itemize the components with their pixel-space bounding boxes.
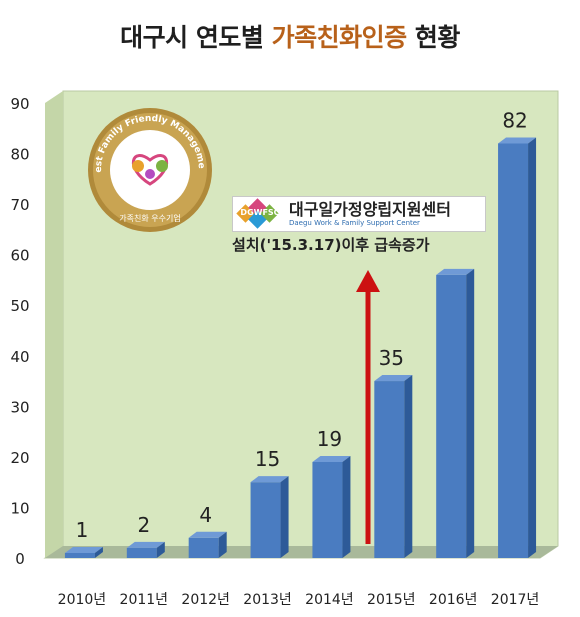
x-tick-label: 2017년 [491,592,540,608]
center-logo-box: DGWFSC 대구일가정양립지원센터 Daegu Work & Family S… [232,196,486,232]
bar-top [250,476,289,483]
y-tick-label: 50 [10,297,29,315]
annotation-text: 설치('15.3.17)이후 급속증가 [232,236,430,254]
bar [64,552,95,558]
bar-side [94,546,103,558]
bar-side [342,455,351,558]
y-tick-label: 60 [10,247,29,265]
center-name-en: Daegu Work & Family Support Center [289,218,420,227]
y-tick-label: 90 [10,95,29,113]
bar-top [374,375,413,382]
y-tick-label: 10 [10,499,29,517]
chart-title: 대구시 연도별 가족친화인증 현황 [0,18,580,54]
family-figure-icon [156,160,168,172]
bar-top [188,531,227,538]
family-figure-icon [145,169,155,179]
y-tick-label: 80 [10,146,29,164]
seal-bottom-text: 가족친화 우수기업 [119,213,180,223]
x-tick-label: 2016년 [429,592,478,608]
bar-top [436,268,475,275]
x-tick-label: 2015년 [367,592,416,608]
logo-text: DGWFSC [240,208,280,217]
plot-floor [45,546,558,558]
x-tick-label: 2011년 [120,592,169,608]
bar-side [156,541,165,558]
dgwfsc-logo: DGWFSC [236,198,283,229]
plot-side-wall [45,91,63,558]
x-tick-label: 2014년 [305,592,354,608]
bar-top [498,137,537,144]
bar [498,143,529,558]
y-tick-label: 0 [15,550,25,568]
data-label: 15 [255,447,280,471]
data-label: 82 [502,108,527,132]
y-tick-label: 30 [10,398,29,416]
bar [250,482,281,558]
data-label: 2 [137,513,150,537]
center-name: 대구일가정양립지원센터 [289,199,451,219]
x-tick-label: 2013년 [243,592,292,608]
y-tick-label: 20 [10,449,29,467]
bar [188,537,219,558]
data-label: 4 [199,503,212,527]
y-tick-label: 40 [10,348,29,366]
x-tick-label: 2010년 [58,592,107,608]
bar [312,461,343,558]
bar-top [312,455,351,462]
family-figure-icon [132,160,144,172]
bar [436,274,467,558]
data-label: 19 [317,427,342,451]
arrow-head-icon [356,270,380,292]
title-suffix: 현황 [406,23,461,52]
bar-side [218,531,227,558]
data-label: 35 [379,346,404,370]
y-tick-label: 70 [10,196,29,214]
bar-top [64,546,103,553]
bar-side [466,268,475,558]
bar [374,381,405,558]
bar [126,547,157,558]
title-prefix: 대구시 연도별 [120,23,272,52]
bar-side [404,375,413,558]
bar-top [126,541,165,548]
x-tick-label: 2012년 [181,592,230,608]
title-highlight: 가족친화인증 [271,23,408,52]
bar-side [280,476,289,558]
data-label: 1 [76,518,89,542]
bar-side [528,137,537,558]
